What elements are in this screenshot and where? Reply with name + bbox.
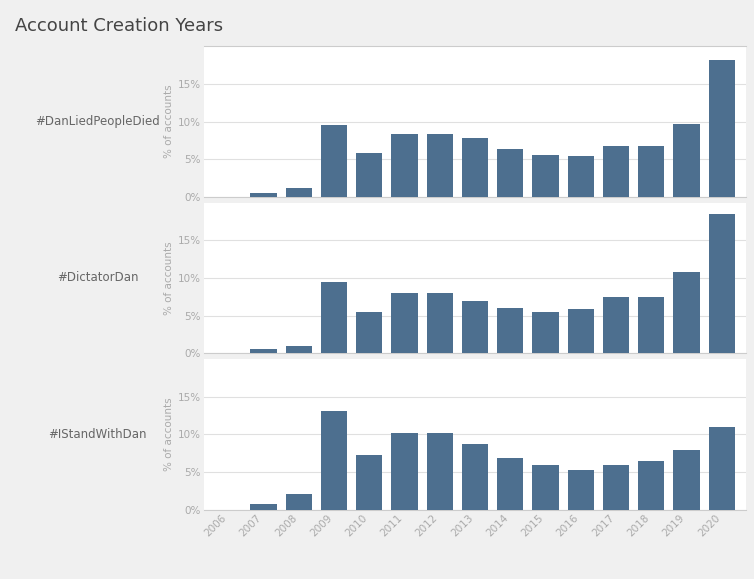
Text: #DictatorDan: #DictatorDan (57, 272, 139, 284)
Bar (320, 283, 348, 353)
Bar (497, 308, 523, 353)
Y-axis label: % of accounts: % of accounts (164, 85, 173, 159)
Bar (568, 309, 594, 353)
Bar (709, 60, 735, 197)
Bar (532, 155, 559, 197)
Y-axis label: % of accounts: % of accounts (164, 241, 173, 315)
Bar (461, 138, 489, 197)
Bar (673, 450, 700, 510)
Text: #IStandWithDan: #IStandWithDan (48, 428, 147, 441)
Bar (638, 297, 664, 353)
Bar (497, 149, 523, 197)
Bar (391, 134, 418, 197)
Bar (532, 312, 559, 353)
Bar (568, 470, 594, 510)
Bar (602, 297, 630, 353)
Bar (320, 411, 348, 510)
Bar (391, 293, 418, 353)
Bar (286, 188, 312, 197)
Bar (427, 134, 453, 197)
Bar (286, 494, 312, 510)
Text: #DanLiedPeopleDied: #DanLiedPeopleDied (35, 115, 160, 128)
Bar (286, 346, 312, 353)
Bar (391, 433, 418, 510)
Y-axis label: % of accounts: % of accounts (164, 397, 173, 471)
Bar (532, 465, 559, 510)
Bar (497, 457, 523, 510)
Bar (709, 427, 735, 510)
Bar (250, 193, 277, 197)
Bar (461, 301, 489, 353)
Bar (427, 434, 453, 510)
Bar (250, 350, 277, 353)
Bar (673, 272, 700, 353)
Bar (250, 504, 277, 510)
Bar (568, 156, 594, 197)
Bar (320, 125, 348, 197)
Bar (356, 455, 382, 510)
Bar (356, 312, 382, 353)
Bar (638, 461, 664, 510)
Bar (461, 444, 489, 510)
Bar (673, 124, 700, 197)
Bar (427, 293, 453, 353)
Bar (602, 465, 630, 510)
Bar (356, 153, 382, 197)
Bar (602, 146, 630, 197)
Bar (638, 146, 664, 197)
Bar (709, 214, 735, 353)
Text: Account Creation Years: Account Creation Years (15, 17, 223, 35)
